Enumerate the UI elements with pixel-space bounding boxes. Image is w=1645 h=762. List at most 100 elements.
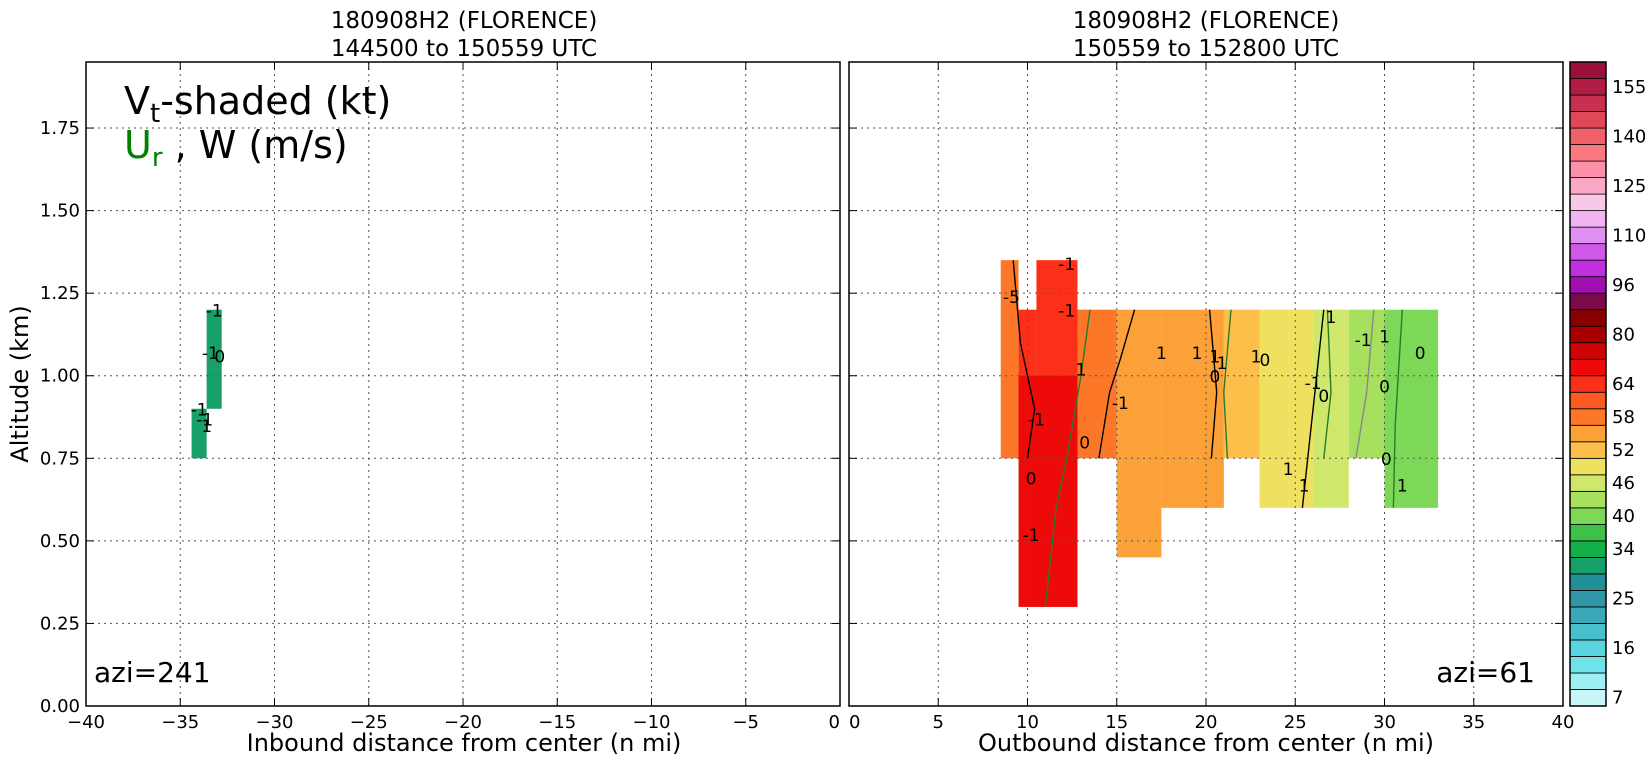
right-x-tick-label: 15 bbox=[1105, 712, 1128, 733]
right-contour-label: 0 bbox=[1379, 377, 1390, 397]
colorbar-tick-label: 16 bbox=[1612, 638, 1635, 659]
right-contour-lines bbox=[1012, 260, 1403, 607]
left-x-tick-label: −5 bbox=[732, 712, 759, 733]
right-contour-label: 1 bbox=[1283, 460, 1294, 480]
right-contour-label: 1 bbox=[1299, 476, 1310, 496]
right-vt-cell bbox=[1384, 309, 1439, 508]
right-x-ticks: 0 5 10 15 20 25 30 35 40 bbox=[848, 62, 1575, 733]
left-azi-label: azi=241 bbox=[94, 656, 211, 689]
colorbar-swatch bbox=[1569, 656, 1607, 674]
right-contour-line bbox=[1208, 309, 1218, 459]
y-tick-label: 0.25 bbox=[40, 613, 80, 634]
colorbar-frame bbox=[1569, 61, 1607, 707]
colorbar-swatch bbox=[1569, 309, 1607, 327]
right-contour-label: 1 bbox=[1156, 344, 1167, 364]
y-axis-label: Altitude (km) bbox=[6, 305, 34, 462]
right-contour-label: -1 bbox=[1058, 255, 1075, 275]
colorbar-swatch bbox=[1569, 573, 1607, 591]
right-x-tick-label: 40 bbox=[1552, 712, 1575, 733]
right-contour-label: 0 bbox=[1259, 351, 1270, 371]
right-contour-label: -1 bbox=[1023, 526, 1040, 546]
colorbar-tick-label: 80 bbox=[1612, 324, 1635, 345]
left-x-tick-label: −15 bbox=[538, 712, 576, 733]
right-vt-cell bbox=[1000, 260, 1019, 459]
colorbar-swatch bbox=[1569, 490, 1607, 509]
right-x-tick-label: 25 bbox=[1284, 712, 1307, 733]
right-contour-line bbox=[1223, 309, 1232, 459]
colorbar-swatch bbox=[1569, 144, 1607, 162]
left-vt-cell bbox=[206, 309, 222, 409]
colorbar-swatch bbox=[1569, 358, 1607, 377]
left-x-ticks: −40 −35 −30 −25 −20 −15 −10 −5 0 bbox=[67, 62, 841, 733]
y-tick-label: 1.75 bbox=[40, 118, 80, 139]
colorbar-tick-label: 46 bbox=[1612, 473, 1635, 494]
colorbar-tick-label: 140 bbox=[1612, 126, 1645, 147]
left-y-ticks: 0.00 0.25 0.50 0.75 1.00 1.25 1.50 1.75 bbox=[40, 118, 840, 717]
right-panel: 180908H2 (FLORENCE) 150559 to 152800 UTC… bbox=[848, 8, 1575, 757]
right-contour-label: 0 bbox=[1381, 450, 1392, 470]
right-contour-label: 0 bbox=[1026, 470, 1037, 490]
colorbar-swatch bbox=[1569, 259, 1607, 278]
right-x-tick-label: 30 bbox=[1373, 712, 1396, 733]
left-x-tick-label: −30 bbox=[256, 712, 294, 733]
right-vt-cell bbox=[1077, 309, 1117, 459]
legend-vt-line: Vt-shaded (kt) bbox=[124, 79, 391, 129]
right-azi-label: azi=61 bbox=[1436, 656, 1535, 689]
right-contour-label: 1 bbox=[1397, 476, 1408, 496]
left-x-axis-label: Inbound distance from center (n mi) bbox=[247, 729, 682, 757]
left-panel: 180908H2 (FLORENCE) 144500 to 150559 UTC… bbox=[6, 8, 841, 757]
colorbar-swatch bbox=[1569, 94, 1607, 112]
right-contour-label: 1 bbox=[1192, 344, 1203, 364]
legend-vt-rest: -shaded (kt) bbox=[160, 79, 391, 123]
legend-vt-sub: t bbox=[150, 99, 160, 129]
right-y-ticks bbox=[849, 127, 1563, 707]
colorbar-swatch bbox=[1569, 391, 1607, 410]
right-contour-label: 0 bbox=[1079, 433, 1090, 453]
y-tick-label: 0.75 bbox=[40, 448, 80, 469]
colorbar-swatch bbox=[1569, 226, 1607, 245]
right-contour-line bbox=[1355, 309, 1375, 459]
colorbar-swatch bbox=[1569, 325, 1607, 344]
y-tick-label: 1.00 bbox=[40, 366, 80, 387]
colorbar-swatch bbox=[1569, 193, 1607, 212]
right-x-tick-label: 0 bbox=[849, 712, 860, 733]
right-x-tick-label: 35 bbox=[1462, 712, 1485, 733]
colorbar-swatch bbox=[1569, 292, 1607, 311]
colorbar-swatch bbox=[1569, 441, 1607, 459]
left-title-line1: 180908H2 (FLORENCE) bbox=[331, 8, 598, 34]
colorbar-swatch bbox=[1569, 342, 1607, 360]
colorbar-swatches bbox=[1569, 61, 1607, 707]
colorbar-tick-label: 25 bbox=[1612, 589, 1635, 610]
colorbar-swatch bbox=[1569, 243, 1607, 261]
left-contour-label: -1 bbox=[202, 344, 219, 364]
colorbar-tick-label: 52 bbox=[1612, 440, 1635, 461]
left-contour-label: -1 bbox=[196, 410, 213, 430]
colorbar-swatch bbox=[1569, 78, 1607, 96]
colorbar-swatch bbox=[1569, 375, 1607, 393]
legend-ur-line: Ur , W (m/s) bbox=[124, 123, 348, 173]
colorbar-tick-label: 40 bbox=[1612, 506, 1635, 527]
right-contour-line bbox=[1323, 309, 1332, 459]
right-x-tick-label: 10 bbox=[1016, 712, 1039, 733]
colorbar-ticks: 7 16 25 34 40 46 52 58 64 80 96 110 125 140 155 bbox=[1612, 77, 1645, 709]
colorbar-swatch bbox=[1569, 623, 1607, 641]
right-contour-line bbox=[1044, 309, 1091, 607]
colorbar-swatch bbox=[1569, 111, 1607, 129]
right-contour-label: 1 bbox=[1326, 308, 1337, 328]
right-contour-label: -1 bbox=[1058, 301, 1075, 321]
colorbar-swatch bbox=[1569, 540, 1607, 558]
right-contour-label: 1 bbox=[1210, 348, 1221, 368]
right-title-line2: 150559 to 152800 UTC bbox=[1073, 36, 1339, 62]
right-contour-label: 0 bbox=[1318, 387, 1329, 407]
legend-ur-sub: r bbox=[152, 143, 163, 173]
colorbar-swatch bbox=[1569, 160, 1607, 178]
colorbar-swatch bbox=[1569, 507, 1607, 525]
legend-ur-rest: , W (m/s) bbox=[163, 123, 348, 167]
left-contour-labels: -1-11-10-1 bbox=[191, 301, 226, 437]
left-contour-label: 1 bbox=[201, 417, 212, 437]
left-vt-cell bbox=[191, 408, 207, 459]
left-title-line2: 144500 to 150559 UTC bbox=[331, 36, 597, 62]
right-cells bbox=[1000, 260, 1439, 607]
left-x-tick-label: −10 bbox=[633, 712, 671, 733]
right-vt-cell bbox=[1223, 309, 1260, 459]
